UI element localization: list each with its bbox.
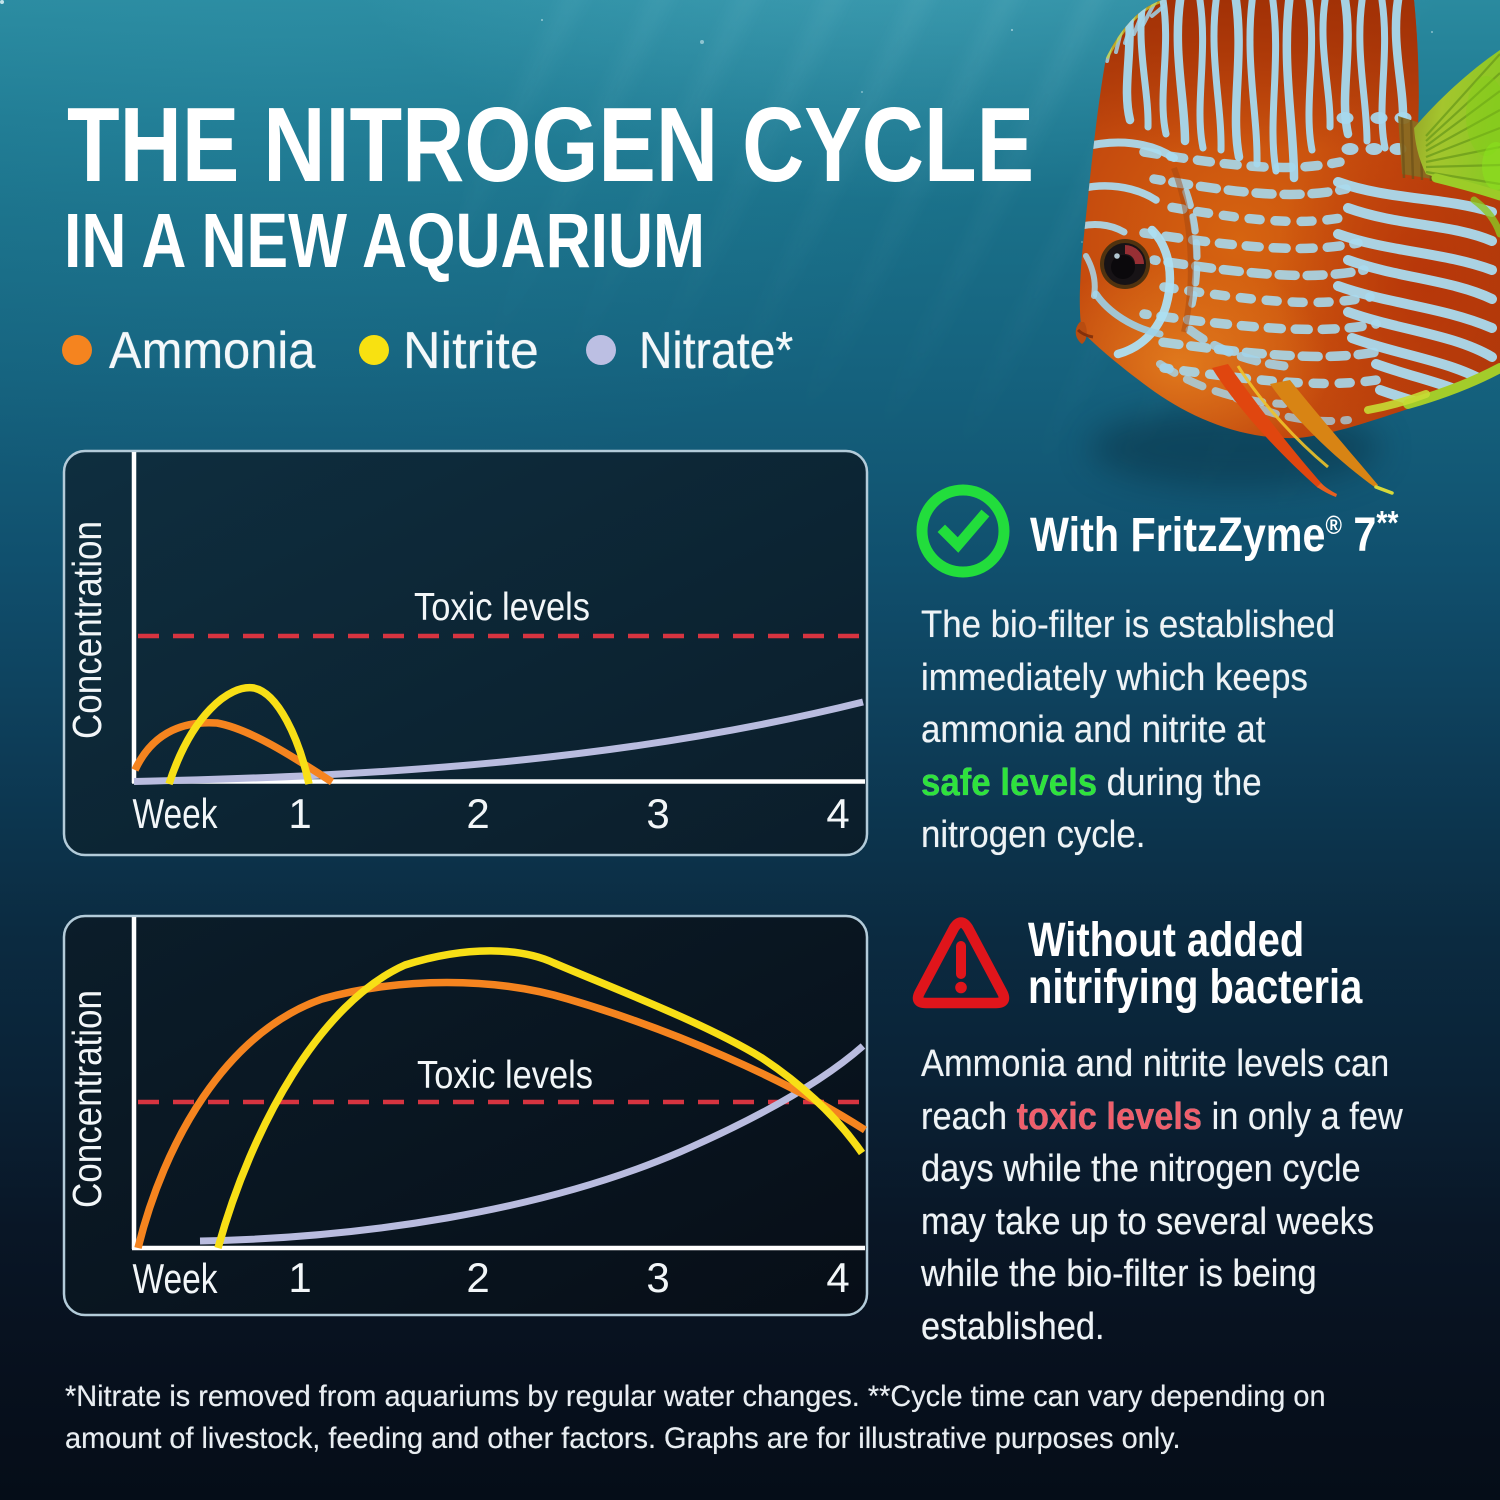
svg-text:3: 3 [646,1254,669,1301]
svg-text:Toxic levels: Toxic levels [417,1054,593,1097]
svg-text:4: 4 [826,1254,849,1301]
svg-text:1: 1 [288,790,311,837]
svg-text:Concentration: Concentration [64,990,110,1208]
svg-text:Week: Week [133,790,219,837]
svg-text:1: 1 [288,1254,311,1301]
svg-text:4: 4 [826,790,849,837]
svg-text:Toxic levels: Toxic levels [414,586,590,629]
svg-text:Week: Week [133,1255,219,1302]
svg-text:2: 2 [466,790,489,837]
svg-text:3: 3 [646,790,669,837]
svg-text:2: 2 [466,1254,489,1301]
svg-text:Concentration: Concentration [64,521,110,739]
